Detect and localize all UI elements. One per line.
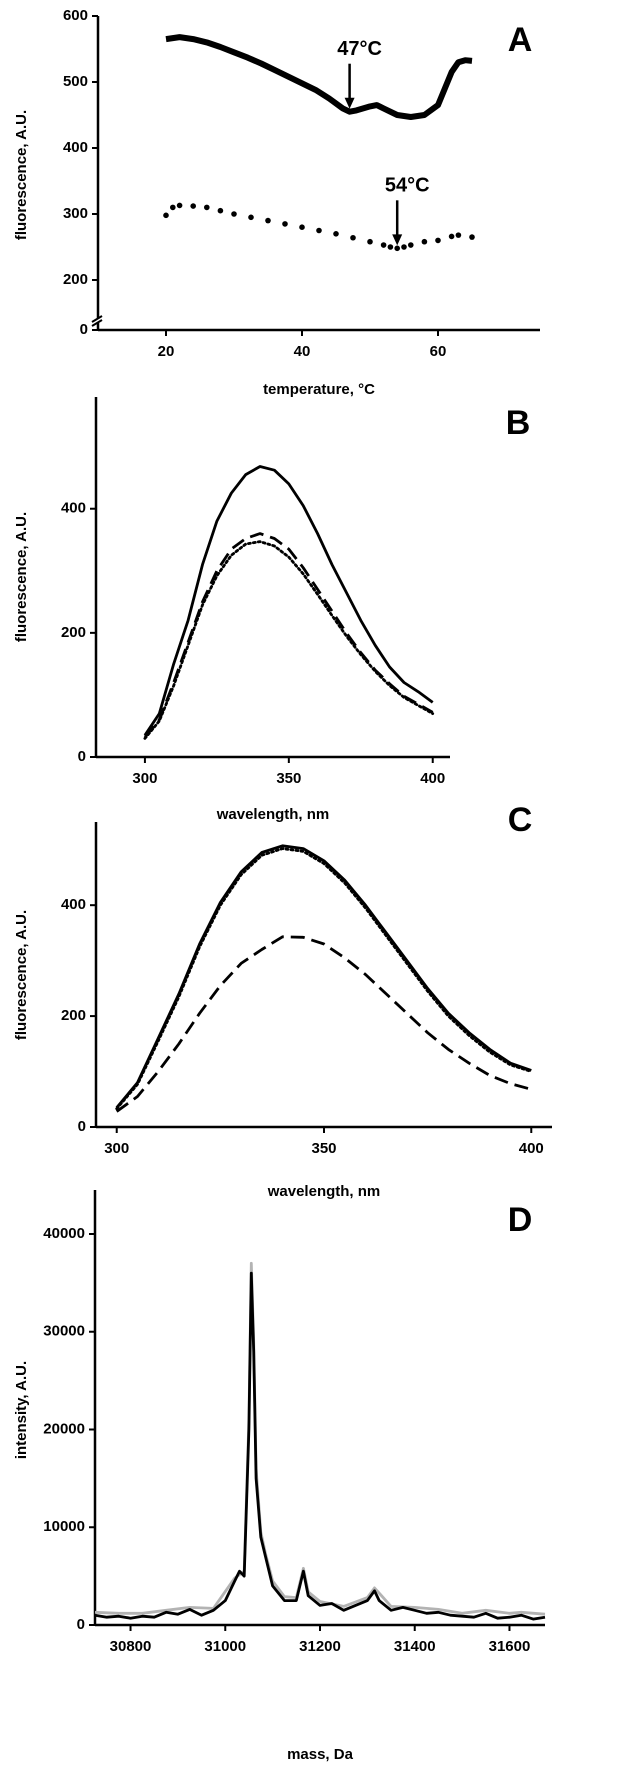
x-tick-label: 400: [420, 770, 445, 787]
data-line: [143, 465, 434, 737]
x-axis-label: wavelength, nm: [216, 806, 330, 823]
y-tick-label: 0: [78, 1118, 86, 1135]
y-tick-label: 0: [80, 321, 88, 338]
data-point: [316, 227, 322, 234]
y-tick-label: 300: [63, 205, 88, 222]
x-axis-label: wavelength, nm: [267, 1183, 381, 1200]
data-line: [115, 847, 533, 1111]
data-point: [204, 204, 210, 211]
x-tick-label: 350: [311, 1140, 336, 1157]
data-point: [231, 211, 237, 217]
x-tick-label: 300: [132, 770, 157, 787]
x-tick-label: 40: [294, 343, 311, 360]
data-point: [190, 203, 196, 209]
data-point: [176, 202, 183, 209]
axis-break: [91, 315, 103, 323]
data-point: [299, 224, 305, 230]
data-point: [387, 244, 394, 250]
data-point: [408, 242, 414, 248]
y-tick-label: 400: [63, 139, 88, 156]
data-point: [170, 204, 176, 211]
y-tick-label: 500: [63, 73, 88, 90]
annotation-label: 54°C: [385, 175, 430, 197]
axis-break: [91, 319, 103, 327]
data-point: [248, 214, 254, 221]
data-point: [367, 238, 373, 245]
y-tick-label: 200: [61, 1007, 86, 1024]
data-point: [469, 234, 475, 240]
data-point: [282, 221, 288, 227]
y-axis-label: fluorescence, A.U.: [13, 910, 30, 1040]
panel-letter: A: [508, 21, 533, 59]
x-axis-label: temperature, °C: [263, 381, 375, 398]
data-point: [265, 217, 271, 224]
data-point: [380, 242, 387, 248]
y-tick-label: 200: [63, 271, 88, 288]
panel-letter: B: [506, 404, 531, 442]
data-line: [115, 844, 532, 1109]
panel-letter: C: [508, 801, 533, 839]
x-tick-label: 31600: [489, 1638, 531, 1655]
data-point: [333, 231, 339, 237]
x-tick-label: 31000: [204, 1638, 246, 1655]
data-point: [401, 244, 407, 250]
y-tick-label: 600: [63, 7, 88, 24]
x-tick-label: 20: [158, 343, 175, 360]
data-point: [163, 212, 169, 219]
y-tick-label: 400: [61, 500, 86, 517]
y-tick-label: 0: [78, 748, 86, 765]
y-axis-label: fluorescence, A.U.: [13, 512, 30, 642]
x-tick-label: 31400: [394, 1638, 436, 1655]
annotation-label: 47°C: [337, 38, 382, 60]
data-point: [455, 232, 462, 238]
x-tick-label: 60: [430, 343, 447, 360]
data-line: [143, 540, 435, 740]
panel-letter: D: [508, 1201, 533, 1239]
x-tick-label: 400: [519, 1140, 544, 1157]
data-point: [350, 234, 356, 241]
y-tick-label: 0: [77, 1616, 85, 1633]
annotation-arrowhead: [344, 97, 355, 109]
y-tick-label: 10000: [43, 1518, 85, 1535]
y-tick-label: 400: [61, 896, 86, 913]
x-tick-label: 30800: [110, 1638, 152, 1655]
data-line: [115, 935, 532, 1113]
data-point: [394, 245, 401, 252]
y-axis-label: intensity, A.U.: [13, 1361, 30, 1459]
data-line: [143, 532, 434, 738]
data-point: [448, 233, 455, 240]
y-tick-label: 20000: [43, 1420, 85, 1437]
axis-break-gap: [92, 318, 104, 323]
x-axis-label: mass, Da: [287, 1746, 354, 1763]
data-point: [435, 237, 441, 244]
data-point: [217, 207, 224, 214]
data-line: [94, 1271, 546, 1621]
x-tick-label: 300: [104, 1140, 129, 1157]
annotation-arrowhead: [392, 234, 403, 246]
data-point: [421, 238, 428, 245]
data-line: [165, 34, 473, 120]
y-axis-label: fluorescence, A.U.: [13, 110, 30, 240]
y-tick-label: 40000: [43, 1225, 85, 1242]
x-tick-label: 31200: [299, 1638, 341, 1655]
data-line: [94, 1261, 546, 1616]
y-tick-label: 30000: [43, 1323, 85, 1340]
y-tick-label: 200: [61, 624, 86, 641]
x-tick-label: 350: [276, 770, 301, 787]
